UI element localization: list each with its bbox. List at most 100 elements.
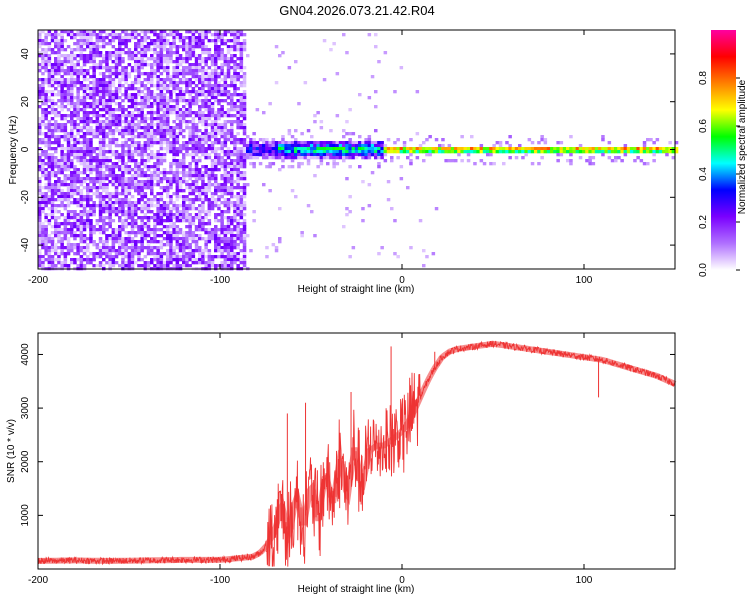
spectrogram-cell [114,174,119,178]
spectrogram-cell [57,189,61,193]
spectrogram-cell [41,261,45,265]
spectrogram-cell [150,39,154,43]
spectrogram-cell [54,162,58,166]
spectrogram-cell [102,60,106,64]
spectrogram-cell [38,90,42,94]
spectrogram-cell [47,234,52,238]
spectrogram-cell [38,186,42,190]
spectrogram-cell [623,150,628,154]
spectrogram-cell [370,75,375,79]
spectrogram-cell [66,144,71,148]
spectrogram-cell [146,75,151,79]
spectrogram-cell [130,159,135,163]
spectrogram-cell [102,177,106,181]
spectrogram-cell [172,222,176,226]
spectrogram-cell [54,30,58,34]
spectrogram-cell [86,132,90,136]
spectrogram-cell [127,57,132,61]
spectrogram-cell [143,237,148,241]
spectrogram-cell [169,45,173,49]
spectrogram-cell [233,240,237,244]
spectrogram-cell [294,150,298,154]
spectrogram-cell [214,42,218,46]
spectrogram-cell [121,162,125,166]
spectrogram-cell [242,255,247,259]
spectrogram-cell [204,222,208,226]
spectrogram-cell [162,123,167,127]
spectrogram-cell [114,72,119,76]
spectrogram-cell [242,162,247,166]
spectrogram-cell [127,144,132,148]
spectrogram-cell [92,105,96,109]
spectrogram-cell [204,165,208,169]
spectrogram-cell [44,33,48,37]
spectrogram-cell [102,144,106,148]
spectrogram-cell [255,108,260,112]
spectrogram-cell [60,108,64,112]
spectrogram-cell [444,150,448,154]
spectrogram-cell [210,33,215,37]
spectrogram-cell [63,129,68,133]
spectrogram-cell [223,81,228,85]
spectrogram-cell [214,111,218,115]
spectrogram-cell [102,54,106,58]
spectrogram-cell [220,177,224,181]
spectrogram-cell [50,246,55,250]
spectrogram-cell [156,51,160,55]
spectrogram-y-axis-label: Frequency (Hz) [8,116,19,185]
spectrogram-cell [121,159,125,163]
spectrogram-cell [143,174,148,178]
spectrogram-cell [172,135,176,139]
spectrogram-cell [204,216,208,220]
spectrogram-cell [143,159,148,163]
spectrogram-cell [274,150,279,154]
spectrogram-cell [236,72,240,76]
spectrogram-cell [73,165,77,169]
spectrogram-cell [143,201,148,205]
spectrogram-cell [73,171,77,175]
spectrogram-cell [569,153,573,157]
spectrogram-cell [342,156,346,160]
spectrogram-cell [310,156,314,160]
spectrogram-cell [41,99,45,103]
spectrogram-cell [246,156,250,160]
spectrogram-cell [98,63,103,67]
spectrogram-cell [79,120,84,124]
spectrogram-cell [348,147,352,151]
spectrogram-cell [223,249,228,253]
spectrogram-cell [130,123,135,127]
spectrogram-cell [316,156,320,160]
spectrogram-cell [50,36,55,40]
spectrogram-cell [38,51,42,55]
spectrogram-cell [76,81,80,85]
spectrogram-cell [390,159,394,163]
spectrogram-cell [76,159,80,163]
spectrogram-cell [380,147,384,151]
spectrogram-cell [60,195,64,199]
spectrogram-cell [47,90,52,94]
spectrogram-cell [166,180,170,184]
spectrogram-cell [274,81,279,85]
spectrogram-cell [76,78,80,82]
spectrogram-cell [230,180,234,184]
spectrogram-cell [105,144,109,148]
spectrogram-cell [198,120,202,124]
spectrogram-cell [54,39,58,43]
spectrogram-cell [143,141,148,145]
spectrogram-cell [239,57,244,61]
spectrogram-cell [198,195,202,199]
spectrogram-cell [185,231,189,235]
spectrogram-cell [150,90,154,94]
spectrogram-cell [140,147,144,151]
spectrogram-cell [57,171,61,175]
spectrogram-cell [281,144,285,148]
spectrogram-cell [57,183,61,187]
spectrogram-cell [428,150,432,154]
spectrogram-cell [54,69,58,73]
spectrogram-cell [38,255,42,259]
spectrogram-cell [108,252,112,256]
spectrogram-cell [249,138,253,142]
spectrogram-cell [178,63,183,67]
spectrogram-cell [233,144,237,148]
spectrogram-cell [450,150,455,154]
